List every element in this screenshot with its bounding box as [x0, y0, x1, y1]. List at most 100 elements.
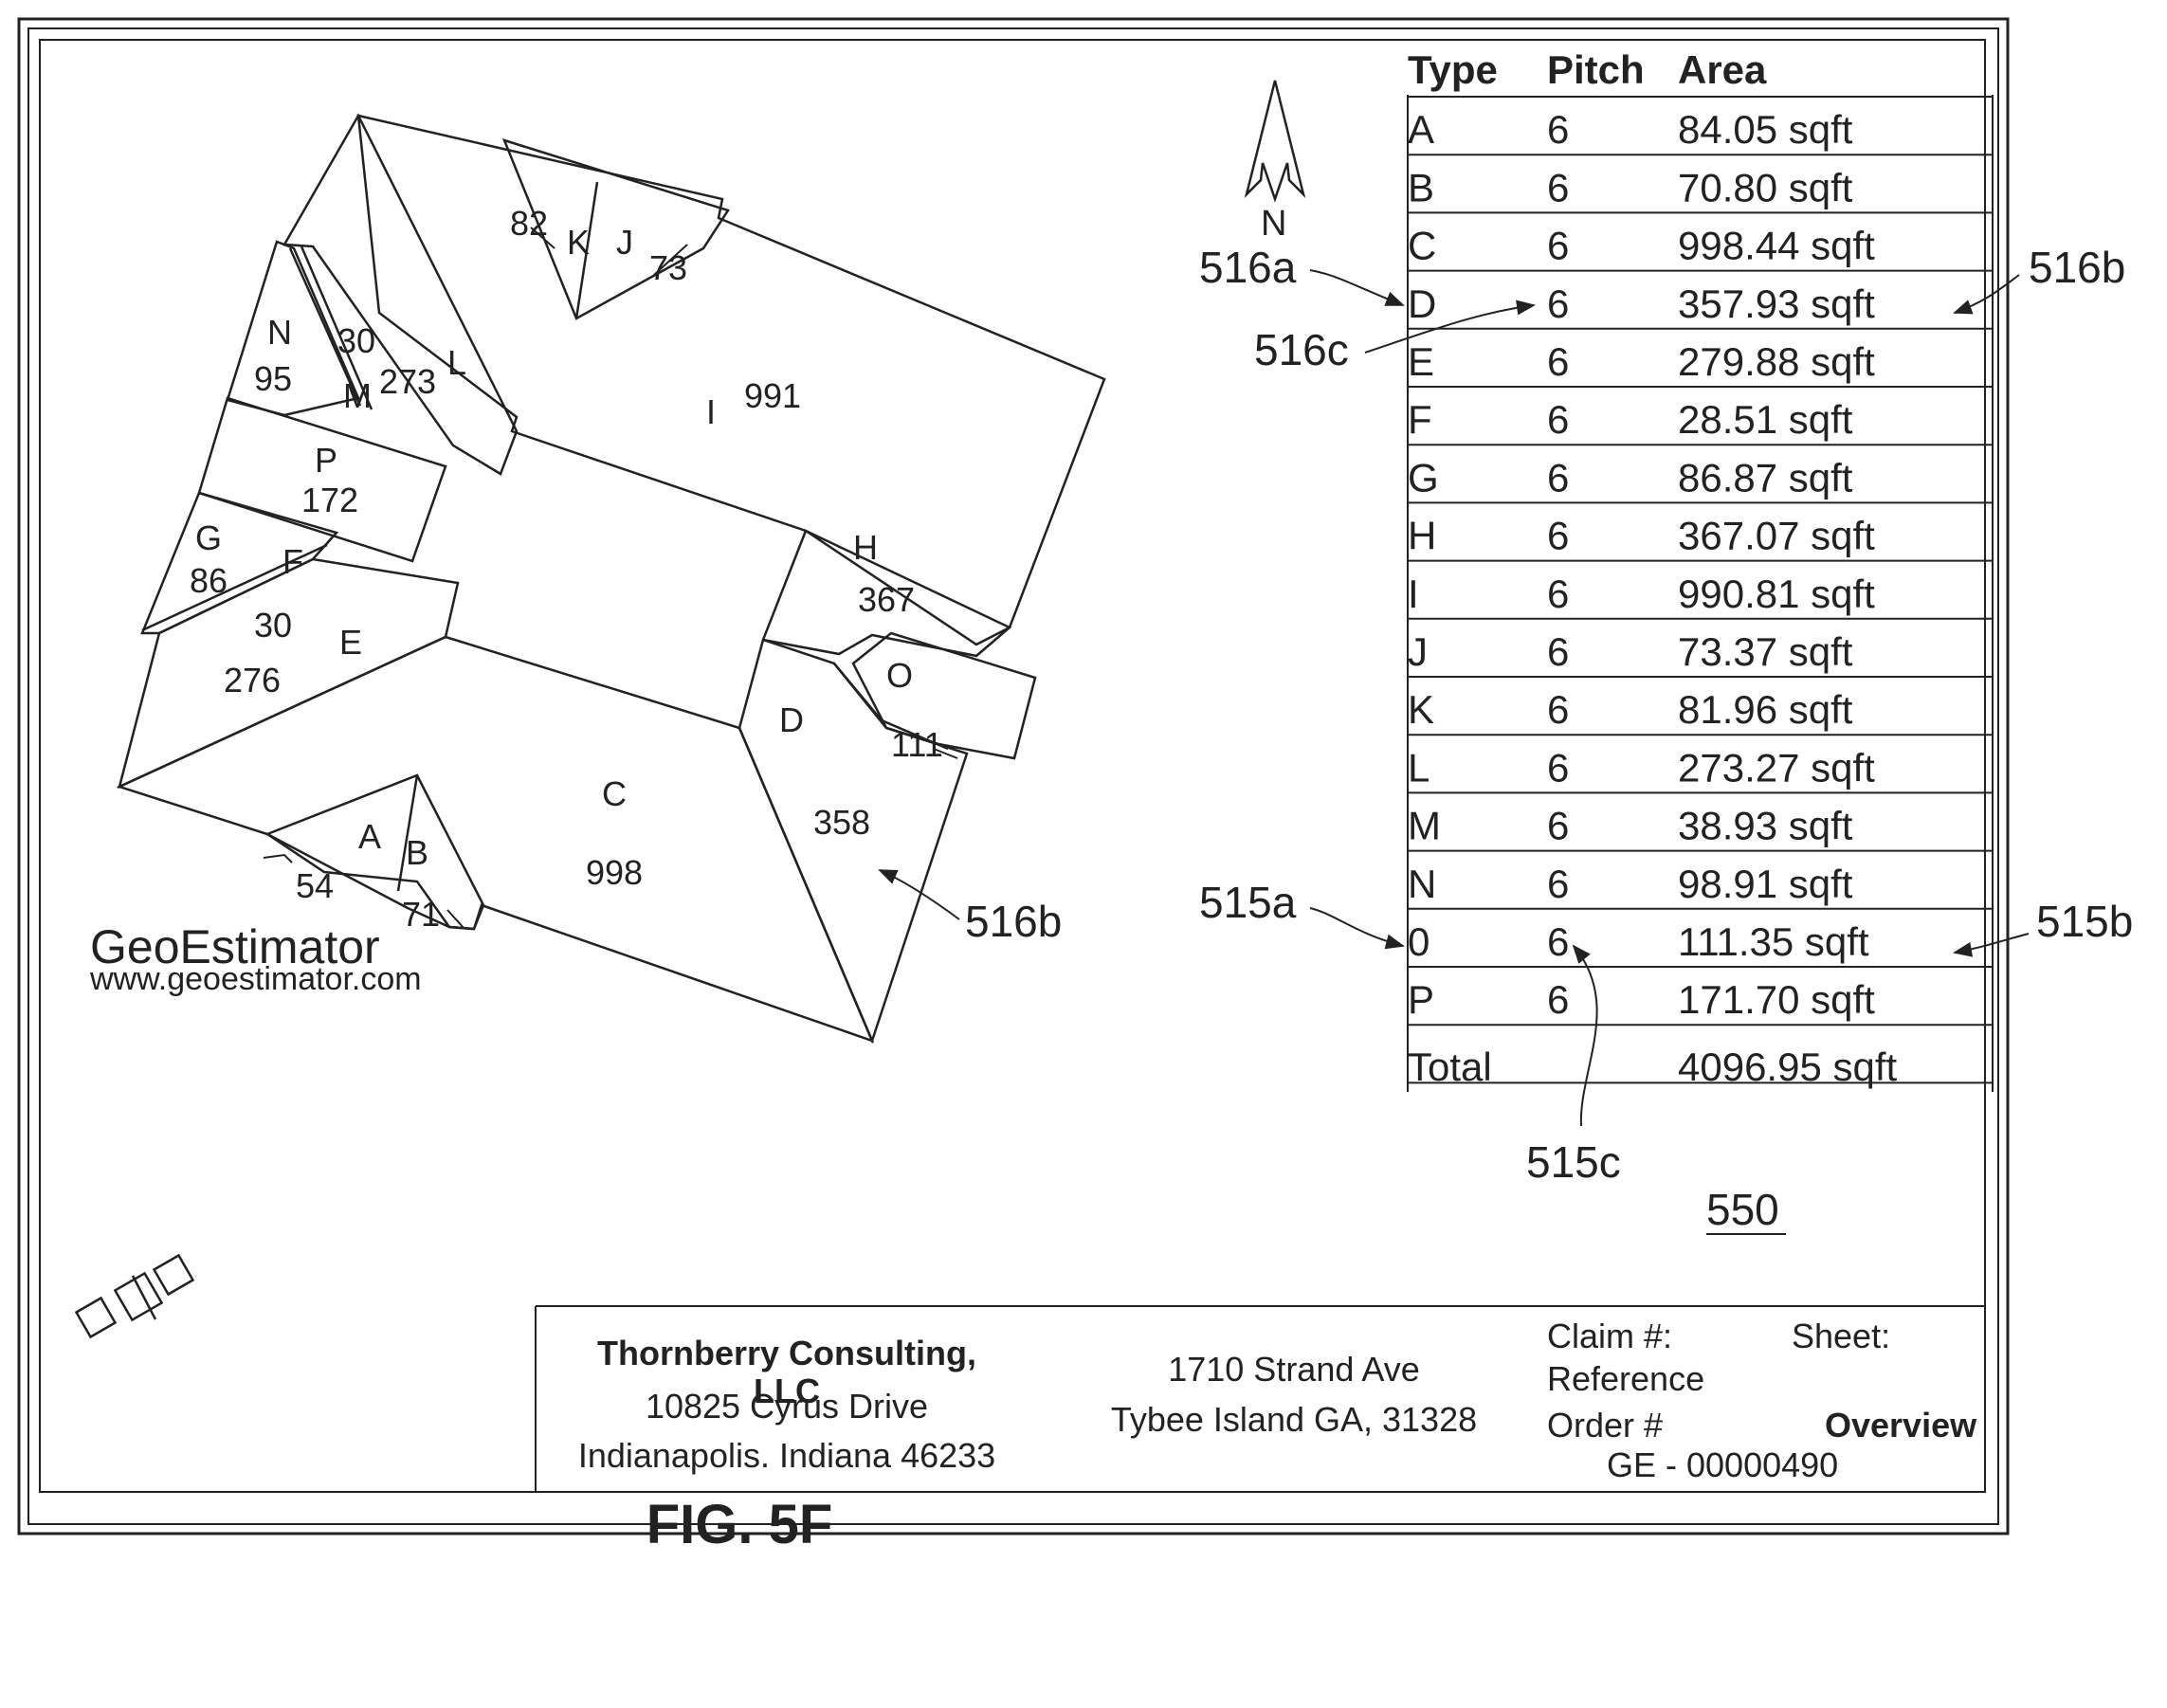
- ref-515b: 515b: [2036, 897, 2133, 946]
- table-cell-type: L: [1408, 745, 1429, 790]
- roof-label-G: G: [195, 518, 222, 557]
- north-arrow-icon: [1247, 81, 1303, 199]
- table-header: Type Pitch Area: [1408, 47, 1767, 92]
- table-cell-area: 990.81 sqft: [1678, 572, 1875, 616]
- reference-numerals: 516a 516c 516b 516b 515a 515b 515c 550: [965, 243, 2133, 1234]
- table-row: B670.80 sqft: [1408, 165, 1853, 209]
- table-row: L6273.27 sqft: [1408, 745, 1875, 790]
- table-cell-area: 998.44 sqft: [1678, 224, 1875, 268]
- table-cell-pitch: 6: [1547, 339, 1569, 384]
- table-cell-pitch: 6: [1547, 629, 1569, 674]
- table-cell-type: N: [1408, 862, 1436, 906]
- ref-515c: 515c: [1526, 1137, 1621, 1187]
- table-cell-area: 38.93 sqft: [1678, 804, 1853, 848]
- roof-value-E: 276: [224, 661, 281, 700]
- table-cell-type: E: [1408, 339, 1434, 384]
- table-cell-area: 86.87 sqft: [1678, 455, 1853, 500]
- roof-facet-I: [358, 116, 1104, 645]
- roof-value-L: 273: [379, 362, 436, 401]
- table-row: K 6 81.96 sqft: [1408, 687, 1853, 732]
- table-cell-area: 73.37 sqft: [1678, 629, 1853, 674]
- roof-facet-L: [284, 116, 517, 474]
- ref-516b-table: 516b: [2029, 243, 2125, 292]
- table-cell-pitch: 6: [1547, 397, 1569, 442]
- roof-label-J: J: [616, 223, 633, 262]
- roof-label-B: B: [406, 833, 428, 872]
- roof-label-D: D: [779, 700, 804, 739]
- roof-diagram: [119, 116, 1104, 1041]
- table-cell-type: J: [1408, 629, 1428, 674]
- table-cell-pitch: 6: [1547, 572, 1569, 616]
- roof-label-L: L: [447, 343, 466, 382]
- claim-value: Reference: [1547, 1360, 1704, 1398]
- table-row: 0 6 111.35 sqft: [1408, 919, 1869, 964]
- table-cell-area: 279.88 sqft: [1678, 339, 1875, 384]
- table-cell-pitch: 6: [1547, 514, 1569, 558]
- table-row: A684.05 sqft: [1408, 107, 1853, 152]
- table-cell-pitch: 6: [1547, 687, 1569, 732]
- roof-label-H: H: [853, 528, 878, 567]
- arrow-516b-table: [1955, 275, 2019, 313]
- table-cell-type: G: [1408, 455, 1439, 500]
- table-row: H6367.07 sqft: [1408, 514, 1875, 558]
- table-cell-area: 357.93 sqft: [1678, 282, 1875, 326]
- roof-facet-E: [119, 559, 458, 787]
- company-street: 10825 Cyrus Drive: [569, 1388, 1005, 1426]
- roof-label-M: M: [343, 376, 372, 415]
- roof-value-A: 54: [296, 866, 334, 905]
- roof-label-F: F: [282, 542, 303, 581]
- site-street: 1710 Strand Ave: [1109, 1351, 1479, 1389]
- table-cell-type: H: [1408, 514, 1436, 558]
- roof-value-F: 30: [254, 606, 292, 645]
- ref-516b-diagram: 516b: [965, 897, 1062, 946]
- roof-value-J: 73: [649, 248, 687, 287]
- table-cell-type: P: [1408, 977, 1434, 1022]
- table-cell-area: 28.51 sqft: [1678, 397, 1853, 442]
- satellite-icon: [77, 1256, 193, 1337]
- roof-value-C: 998: [586, 853, 643, 892]
- north-label: N: [1261, 204, 1286, 244]
- ref-515a: 515a: [1199, 878, 1297, 927]
- table-cell-area: 111.35 sqft: [1678, 919, 1869, 964]
- table-rows: A684.05 sqftB670.80 sqftC6998.44 sqftD63…: [1408, 107, 1875, 1022]
- roof-label-A: A: [358, 817, 381, 856]
- roof-value-N: 95: [254, 359, 292, 398]
- arrow-515c: [1574, 946, 1597, 1126]
- order-value: GE - 00000490: [1607, 1446, 1838, 1484]
- site-city: Tybee Island GA, 31328: [1109, 1401, 1479, 1439]
- table-cell-pitch: 6: [1547, 455, 1569, 500]
- table-cell-type: A: [1408, 107, 1434, 152]
- table-cell-type: I: [1408, 572, 1419, 616]
- ref-516a: 516a: [1199, 243, 1297, 292]
- logo-url: www.geoestimator.com: [90, 961, 422, 997]
- table-cell-pitch: 6: [1547, 977, 1569, 1022]
- order-label: Order #: [1547, 1407, 1663, 1445]
- header-type: Type: [1408, 47, 1498, 92]
- area-table: Type Pitch Area A684.05 sqftB670.80 sqft…: [1408, 47, 1993, 1092]
- table-cell-area: 84.05 sqft: [1678, 107, 1853, 152]
- table-cell-pitch: 6: [1547, 919, 1569, 964]
- table-cell-pitch: 6: [1547, 745, 1569, 790]
- roof-facet-P: [199, 398, 446, 561]
- table-row: M638.93 sqft: [1408, 804, 1853, 848]
- table-row: N698.91 sqft: [1408, 862, 1853, 906]
- table-cell-pitch: 6: [1547, 165, 1569, 209]
- table-cell-pitch: 6: [1547, 862, 1569, 906]
- table-cell-type: K: [1408, 687, 1434, 732]
- table-cell-area: 81.96 sqft: [1678, 687, 1853, 732]
- claim-label: Claim #:: [1547, 1317, 1672, 1355]
- table-row: J 6 73.37 sqft: [1408, 629, 1853, 674]
- roof-value-B: 71: [402, 895, 440, 934]
- arrow-516a: [1310, 270, 1403, 305]
- total-label: Total: [1408, 1045, 1492, 1089]
- leader-54: [264, 855, 292, 863]
- table-row: D6357.93 sqft: [1408, 282, 1875, 326]
- table-cell-area: 171.70 sqft: [1678, 977, 1875, 1022]
- north-arrow: N: [1247, 81, 1303, 244]
- table-cell-type: 0: [1408, 919, 1429, 964]
- roof-labels: A B C D E F G H I J K L M N O P 54 71 99…: [190, 204, 943, 934]
- ref-550: 550: [1706, 1185, 1779, 1234]
- company-city: Indianapolis. Indiana 46233: [569, 1437, 1005, 1475]
- table-row: I 6 990.81 sqft: [1408, 572, 1875, 616]
